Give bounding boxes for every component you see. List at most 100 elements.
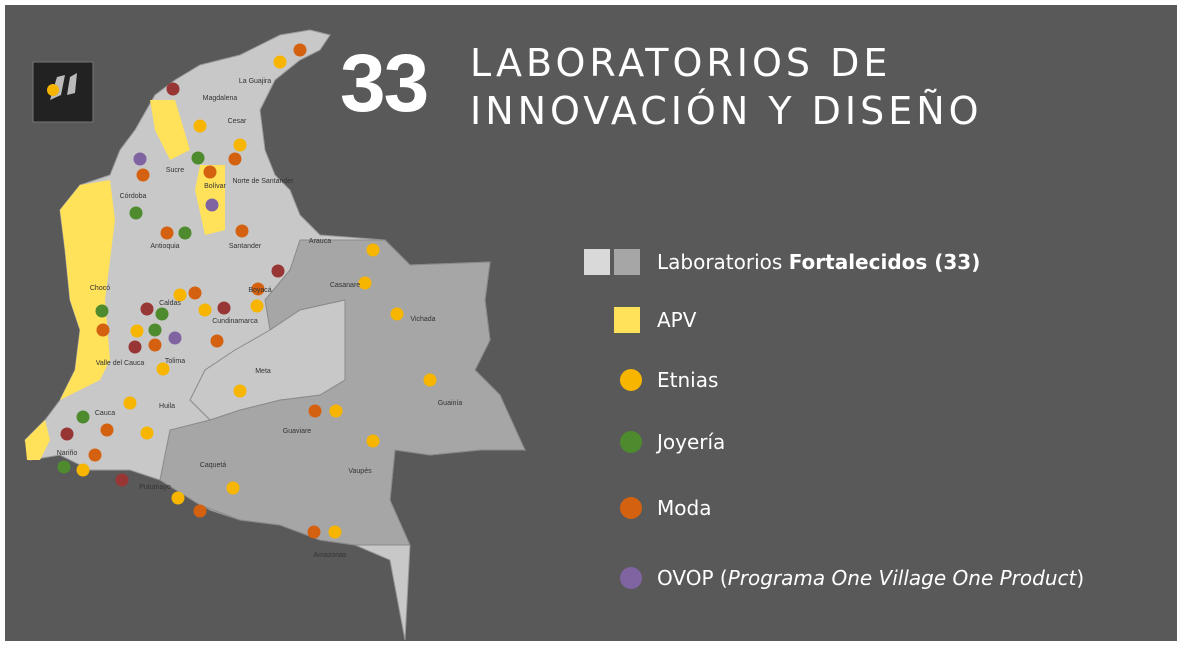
map: La Guajira Magdalena Cesar Sucre Bolívar Nort…: [24, 29, 642, 641]
marker: [96, 323, 110, 337]
marker: [423, 373, 437, 387]
marker: [76, 410, 90, 424]
marker: [136, 168, 150, 182]
legend-text: Laboratorios: [657, 250, 789, 274]
marker: [358, 276, 372, 290]
department-label: La Guajira: [239, 78, 271, 85]
department-label: Chocó: [90, 285, 110, 292]
marker: [366, 243, 380, 257]
title-line: LABORATORIOS DE: [470, 41, 892, 85]
legend-item: OVOP (Programa One Village One Product): [657, 566, 1084, 590]
department-label: Caldas: [159, 300, 181, 307]
department-label: Arauca: [309, 238, 331, 245]
marker: [129, 206, 143, 220]
department-labels: La Guajira Magdalena Cesar Sucre Bolívar Nort…: [57, 78, 463, 559]
department-label: Valle del Cauca: [96, 360, 145, 367]
marker: [191, 151, 205, 165]
legend-item: Laboratorios Fortalecidos (33): [657, 250, 980, 274]
title-number: 33: [340, 38, 429, 129]
marker: [95, 304, 109, 318]
marker: [226, 481, 240, 495]
marker: [128, 340, 142, 354]
marker: [140, 426, 154, 440]
marker: [76, 463, 90, 477]
marker: [217, 301, 231, 315]
marker: [188, 286, 202, 300]
department-label: Cundinamarca: [212, 318, 258, 325]
swatch-etnias: [620, 369, 642, 391]
marker: [115, 473, 129, 487]
marker: [160, 226, 174, 240]
marker: [178, 226, 192, 240]
apv-areas: [25, 100, 225, 460]
swatch-light: [584, 249, 610, 275]
legend-item: Etnias: [657, 368, 719, 392]
legend-item: Moda: [657, 496, 712, 520]
department-label: Vaupés: [348, 468, 372, 475]
marker: [329, 404, 343, 418]
marker: [155, 307, 169, 321]
legend-italic: Programa One Village One Product: [727, 566, 1077, 590]
marker: [133, 152, 147, 166]
title-line: INNOVACIÓN Y DISEÑO: [470, 89, 983, 133]
legend-item: Joyería: [657, 430, 726, 454]
slide: La Guajira Magdalena Cesar Sucre Bolívar Nort…: [5, 5, 1177, 641]
department-label: Bolívar: [204, 183, 226, 190]
marker: [293, 43, 307, 57]
marker: [193, 504, 207, 518]
marker: [123, 396, 137, 410]
legend-item: APV: [657, 308, 697, 332]
department-label: Vichada: [410, 316, 435, 323]
marker: [233, 138, 247, 152]
legend-bold: Fortalecidos (33): [788, 250, 981, 274]
marker: [205, 198, 219, 212]
marker: [390, 307, 404, 321]
department-label: Tolima: [165, 358, 185, 365]
marker: [60, 427, 74, 441]
marker: [366, 434, 380, 448]
marker: [235, 224, 249, 238]
marker: [210, 334, 224, 348]
department-label: Nariño: [57, 450, 78, 457]
department-label: Meta: [255, 368, 271, 375]
marker: [308, 404, 322, 418]
marker: [198, 303, 212, 317]
department-label: Casanare: [330, 282, 360, 289]
logo-dot: [47, 84, 59, 96]
department-label: Santander: [229, 243, 262, 250]
marker: [140, 302, 154, 316]
marker: [100, 423, 114, 437]
marker: [233, 384, 247, 398]
department-label: Cauca: [95, 410, 115, 417]
marker: [57, 460, 71, 474]
department-label: Cesar: [228, 118, 247, 125]
logo: [32, 61, 94, 123]
department-label: Antioquia: [150, 243, 179, 250]
swatch-apv: [614, 307, 640, 333]
marker: [156, 362, 170, 376]
department-label: Sucre: [166, 167, 184, 174]
department-label: Norte de Santander: [232, 178, 294, 185]
marker: [307, 525, 321, 539]
swatch-joyeria: [620, 431, 642, 453]
legend-text: OVOP (: [657, 566, 728, 590]
marker: [250, 299, 264, 313]
marker: [193, 119, 207, 133]
department-label: Guaviare: [283, 428, 312, 435]
marker: [328, 525, 342, 539]
marker: [271, 264, 285, 278]
marker: [168, 331, 182, 345]
marker: [251, 282, 265, 296]
department-label: Amazonas: [313, 552, 347, 559]
marker: [88, 448, 102, 462]
department-label: Córdoba: [120, 193, 147, 200]
department-label: Putumayo: [139, 484, 171, 491]
marker: [203, 165, 217, 179]
legend-text: ): [1076, 566, 1085, 590]
swatch-ovop: [620, 567, 642, 589]
marker: [228, 152, 242, 166]
marker: [148, 338, 162, 352]
markers: [57, 43, 437, 539]
department-label: Guainía: [438, 400, 463, 407]
